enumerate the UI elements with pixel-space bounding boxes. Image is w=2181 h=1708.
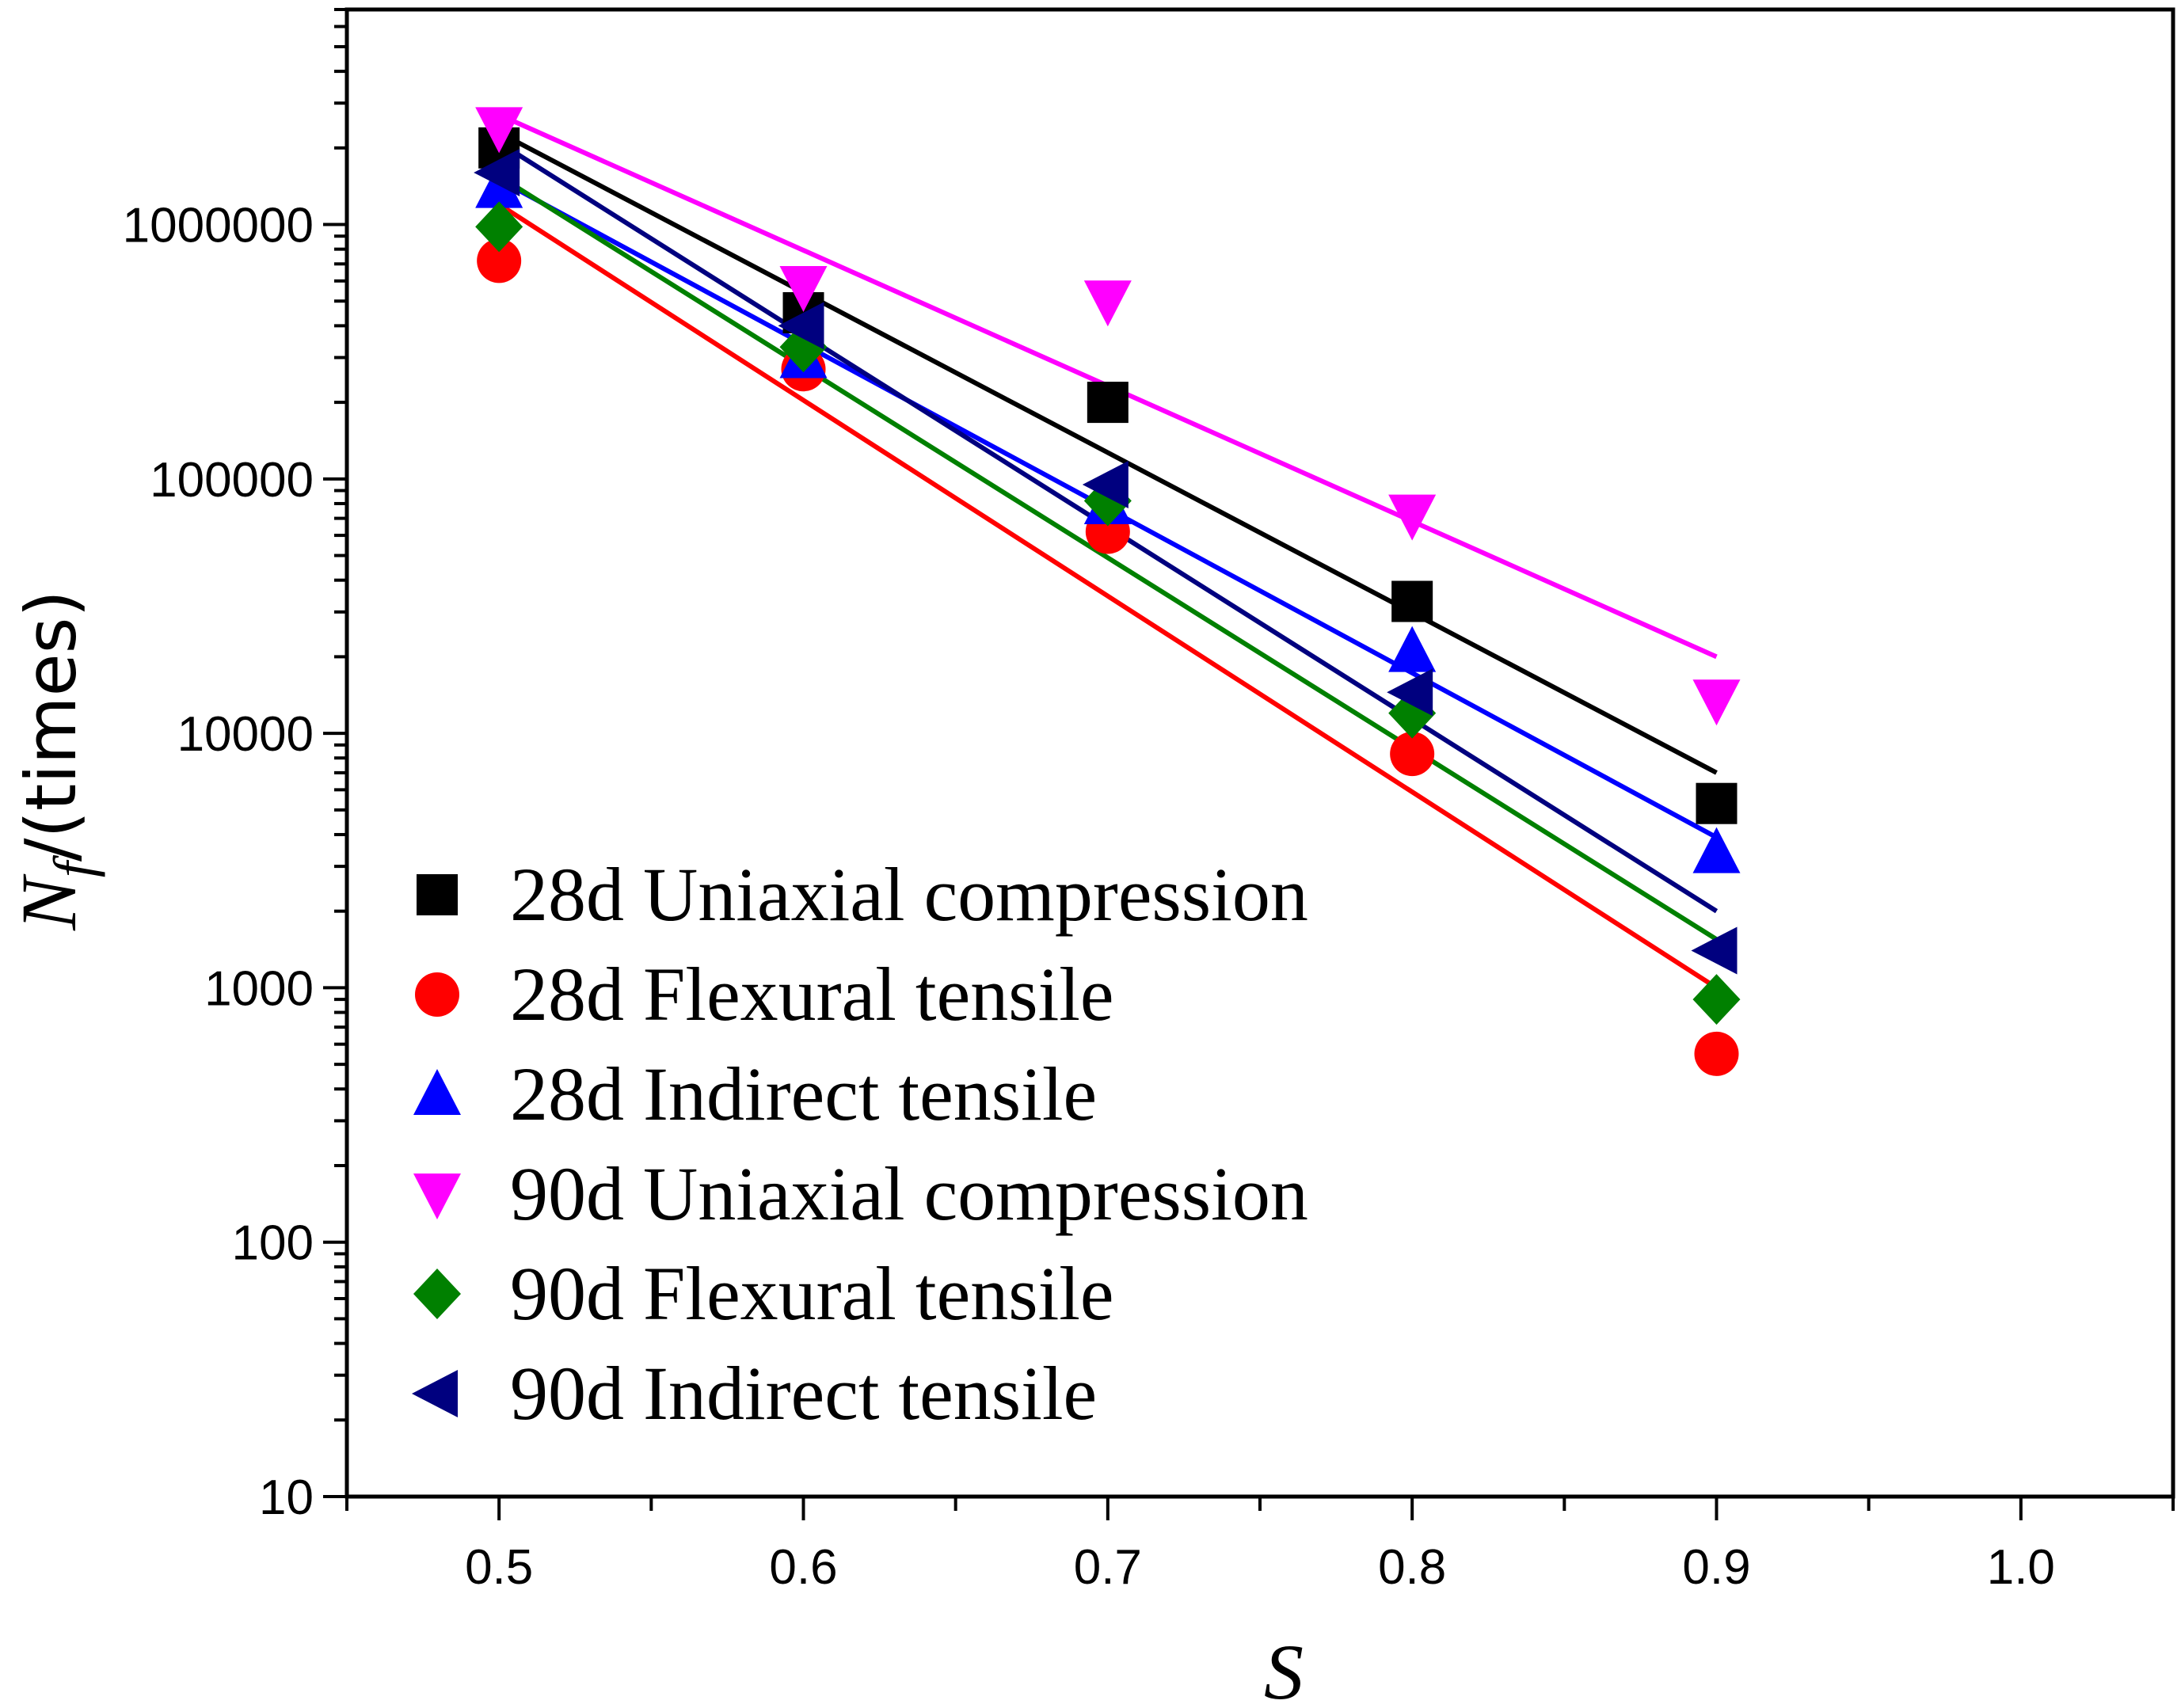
legend-marker-28d-indirect-tensile xyxy=(413,1069,461,1115)
data-point-28d-indirect-tensile xyxy=(1388,626,1437,672)
data-point-90d-uniaxial-compression xyxy=(475,107,523,154)
data-point-90d-flexural-tensile xyxy=(1692,974,1741,1025)
data-point-90d-indirect-tensile xyxy=(778,302,824,350)
y-axis-title-main: N xyxy=(5,873,93,931)
data-point-90d-uniaxial-compression xyxy=(1083,280,1132,327)
data-markers xyxy=(474,107,1741,1076)
x-tick-label: 0.6 xyxy=(769,1540,837,1595)
y-axis-title: Nf/(times) xyxy=(5,590,105,931)
data-point-90d-indirect-tensile xyxy=(1387,668,1433,717)
data-point-28d-flexural-tensile xyxy=(1390,732,1435,777)
legend-item-90d-flexural-tensile: 90d Flexural tensile xyxy=(413,1251,1114,1336)
legend-item-28d-uniaxial-compression: 28d Uniaxial compression xyxy=(417,852,1308,937)
legend-label: 28d Flexural tensile xyxy=(510,952,1114,1037)
data-point-28d-indirect-tensile xyxy=(1692,827,1741,873)
legend-label: 90d Uniaxial compression xyxy=(510,1151,1308,1236)
y-axis-title-unit: /(times) xyxy=(10,590,92,862)
legend-marker-90d-indirect-tensile xyxy=(412,1370,458,1417)
legend-label: 90d Flexural tensile xyxy=(510,1251,1114,1336)
data-point-90d-uniaxial-compression xyxy=(779,265,828,312)
legend-item-28d-indirect-tensile: 28d Indirect tensile xyxy=(413,1052,1097,1136)
legend-label: 28d Indirect tensile xyxy=(510,1052,1097,1136)
legend-marker-28d-flexural-tensile xyxy=(415,972,459,1017)
legend-marker-28d-uniaxial-compression xyxy=(417,874,458,915)
x-tick-label: 1.0 xyxy=(1987,1540,2055,1595)
legend-item-90d-uniaxial-compression: 90d Uniaxial compression xyxy=(413,1151,1308,1236)
data-point-28d-flexural-tensile xyxy=(1694,1031,1739,1076)
legend-marker-90d-uniaxial-compression xyxy=(413,1174,461,1219)
legend-label: 28d Uniaxial compression xyxy=(510,852,1308,937)
data-point-90d-indirect-tensile xyxy=(474,148,520,196)
data-point-90d-indirect-tensile xyxy=(1691,926,1738,975)
data-point-90d-indirect-tensile xyxy=(1082,460,1129,508)
legend-item-90d-indirect-tensile: 90d Indirect tensile xyxy=(412,1351,1097,1436)
fit-line-28d-uniaxial-compression xyxy=(497,130,1718,775)
axes: 0.5 0.6 0.7 0.8 0.9 1.0 10 100 1000 10000 100000 10… xyxy=(5,7,2175,1708)
legend-marker-90d-flexural-tensile xyxy=(413,1269,461,1319)
fit-line-90d-flexural-tensile xyxy=(497,173,1719,941)
y-tick-label: 1000000 xyxy=(123,199,314,253)
x-axis-title: S xyxy=(1264,1628,1304,1708)
data-point-90d-uniaxial-compression xyxy=(1692,679,1741,726)
y-tick-label: 100 xyxy=(232,1216,314,1271)
y-tick-label: 100000 xyxy=(150,453,314,508)
data-point-28d-uniaxial-compression xyxy=(1696,782,1738,824)
x-tick-label: 0.7 xyxy=(1074,1540,1142,1595)
legend-label: 90d Indirect tensile xyxy=(510,1351,1097,1436)
legend-item-28d-flexural-tensile: 28d Flexural tensile xyxy=(415,952,1114,1037)
y-tick-label: 1000 xyxy=(204,961,314,1016)
data-point-90d-uniaxial-compression xyxy=(1388,494,1437,541)
y-tick-label: 10000 xyxy=(177,707,314,762)
x-tick-label: 0.5 xyxy=(465,1540,533,1595)
data-point-28d-uniaxial-compression xyxy=(1391,580,1433,622)
y-tick-label: 10 xyxy=(259,1470,314,1525)
legend: 28d Uniaxial compression 28d Flexural ten… xyxy=(412,852,1308,1436)
fit-line-28d-flexural-tensile xyxy=(497,202,1719,990)
x-tick-label: 0.9 xyxy=(1682,1540,1750,1595)
data-point-28d-uniaxial-compression xyxy=(1087,382,1129,424)
data-point-28d-flexural-tensile xyxy=(477,238,522,283)
data-point-90d-flexural-tensile xyxy=(475,201,523,253)
x-tick-label: 0.8 xyxy=(1378,1540,1446,1595)
